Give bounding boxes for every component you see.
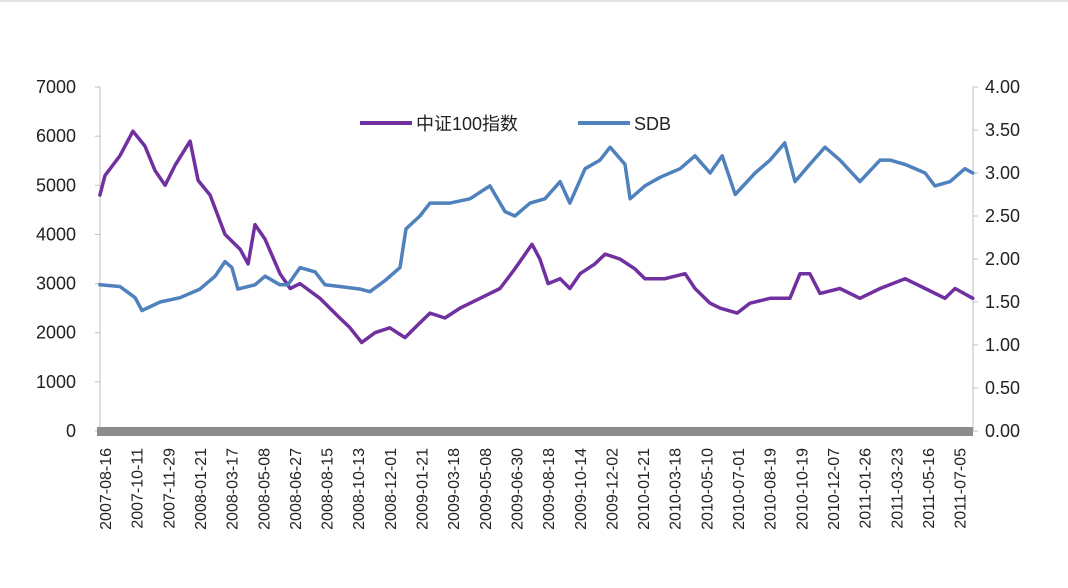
y-left-tick-label: 5000 bbox=[36, 175, 76, 195]
x-tick-label: 2010-01-21 bbox=[636, 448, 653, 530]
x-tick-label: 2009-01-21 bbox=[415, 448, 432, 530]
x-tick-label: 2009-08-18 bbox=[541, 448, 558, 530]
x-tick-label: 2009-10-14 bbox=[573, 448, 590, 530]
y-left-tick-label: 6000 bbox=[36, 126, 76, 146]
x-tick-label: 2011-05-16 bbox=[921, 448, 938, 529]
legend-label-sdb: SDB bbox=[634, 114, 671, 134]
x-tick-label: 2010-12-07 bbox=[826, 448, 843, 530]
y-right-tick-label: 1.50 bbox=[985, 292, 1020, 312]
series-line-index bbox=[98, 129, 975, 345]
x-tick-label: 2008-08-15 bbox=[320, 448, 337, 530]
x-tick-label: 2009-03-18 bbox=[446, 448, 463, 530]
x-tick-label: 2009-05-08 bbox=[478, 448, 495, 530]
y-left-tick-label: 1000 bbox=[36, 372, 76, 392]
x-tick-label: 2008-10-13 bbox=[351, 448, 368, 530]
y-right-tick-label: 3.00 bbox=[985, 163, 1020, 183]
y-left-tick-label: 0 bbox=[66, 421, 76, 441]
legend-label-index: 中证100指数 bbox=[416, 114, 518, 134]
x-tick-label: 2008-06-27 bbox=[288, 448, 305, 530]
x-tick-label: 2011-01-26 bbox=[858, 448, 875, 529]
y-right-tick-label: 2.00 bbox=[985, 249, 1020, 269]
y-left-tick-label: 2000 bbox=[36, 323, 76, 343]
y-right-tick-label: 2.50 bbox=[985, 206, 1020, 226]
y-right-tick-label: 0.50 bbox=[985, 378, 1020, 398]
y-right-tick-label: 3.50 bbox=[985, 120, 1020, 140]
x-tick-label: 2011-07-05 bbox=[953, 448, 970, 529]
x-tick-label: 2010-03-18 bbox=[668, 448, 685, 530]
x-tick-label: 2010-07-01 bbox=[731, 448, 748, 530]
x-tick-label: 2009-12-02 bbox=[604, 448, 621, 530]
x-tick-label: 2007-11-29 bbox=[161, 448, 178, 529]
x-tick-label: 2011-03-23 bbox=[889, 448, 906, 529]
series-line-sdb bbox=[98, 141, 975, 313]
x-tick-label: 2008-01-21 bbox=[193, 448, 210, 530]
x-tick-label: 2007-10-11 bbox=[130, 448, 147, 529]
y-left-tick-label: 7000 bbox=[36, 77, 76, 97]
x-tick-label: 2008-03-17 bbox=[225, 448, 242, 530]
y-right-tick-label: 4.00 bbox=[985, 77, 1020, 97]
y-left-tick-label: 4000 bbox=[36, 224, 76, 244]
x-tick-label: 2010-08-19 bbox=[763, 448, 780, 530]
x-tick-label: 2010-10-19 bbox=[794, 448, 811, 530]
y-left-tick-label: 3000 bbox=[36, 274, 76, 294]
y-right-tick-label: 1.00 bbox=[985, 335, 1020, 355]
x-axis-band bbox=[97, 427, 973, 436]
x-tick-label: 2007-08-16 bbox=[98, 448, 115, 530]
legend: 中证100指数 SDB bbox=[360, 114, 671, 134]
x-tick-label: 2010-05-10 bbox=[699, 448, 716, 530]
y-right-tick-label: 0.00 bbox=[985, 421, 1020, 441]
x-tick-label: 2008-12-01 bbox=[383, 448, 400, 530]
x-tick-label: 2009-06-30 bbox=[509, 448, 526, 530]
x-tick-label: 2008-05-08 bbox=[256, 448, 273, 530]
